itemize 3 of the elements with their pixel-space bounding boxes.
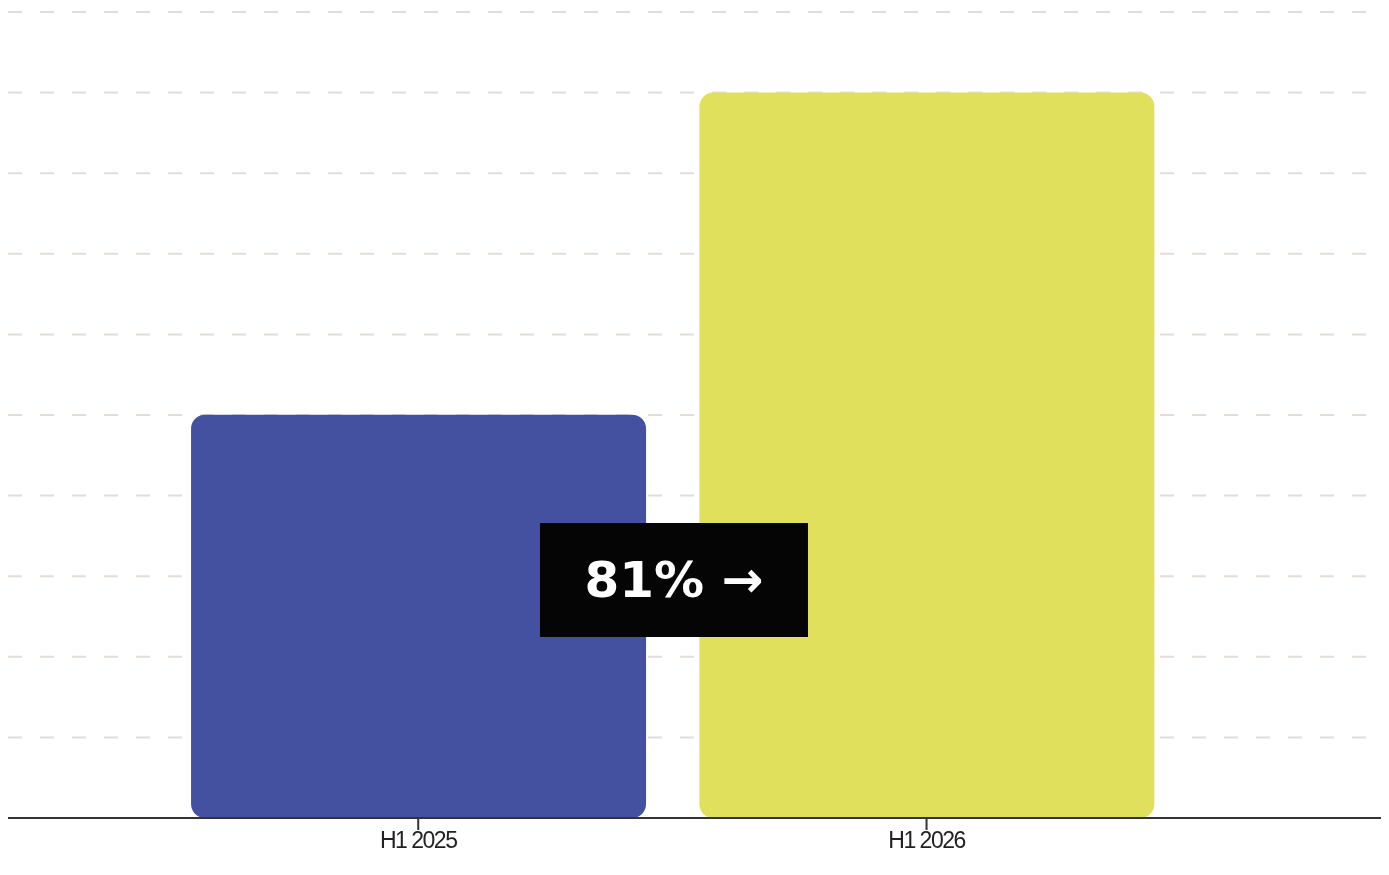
x-tick-label: H1 2026 (888, 827, 966, 854)
annotation: 81% → (540, 523, 808, 637)
x-tick-label: H1 2025 (379, 827, 458, 854)
